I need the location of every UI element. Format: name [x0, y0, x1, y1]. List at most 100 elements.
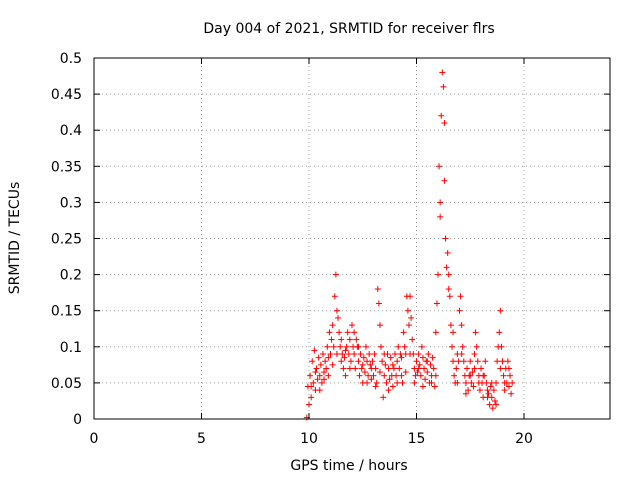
data-point — [317, 361, 324, 368]
data-point — [341, 354, 348, 361]
data-point — [469, 369, 476, 376]
data-point — [430, 365, 437, 372]
data-point — [370, 372, 377, 379]
data-point — [368, 376, 375, 383]
data-point — [431, 383, 438, 390]
data-point — [441, 177, 448, 184]
data-point — [380, 394, 387, 401]
data-point — [484, 387, 491, 394]
data-point — [488, 379, 495, 386]
y-tick-label: 0.2 — [60, 268, 82, 284]
data-point — [346, 365, 353, 372]
data-point — [309, 358, 316, 365]
data-point — [387, 354, 394, 361]
grid — [94, 58, 610, 419]
data-point — [437, 199, 444, 206]
data-point — [415, 351, 422, 358]
data-point — [313, 365, 320, 372]
data-point — [454, 379, 461, 386]
data-point — [428, 379, 435, 386]
data-point — [433, 300, 440, 307]
data-point — [316, 372, 323, 379]
data-point — [381, 372, 388, 379]
y-tick-label: 0.45 — [51, 87, 82, 103]
data-point — [394, 358, 401, 365]
data-point — [376, 322, 383, 329]
data-point — [504, 358, 511, 365]
data-point — [427, 361, 434, 368]
y-axis-label: SRMTID / TECUs — [7, 182, 23, 295]
data-point — [448, 343, 455, 350]
data-point — [386, 376, 393, 383]
data-point — [389, 361, 396, 368]
data-point — [472, 329, 479, 336]
data-point — [333, 351, 340, 358]
data-point — [344, 329, 351, 336]
data-point — [482, 358, 489, 365]
data-point — [476, 387, 483, 394]
data-point — [378, 343, 385, 350]
data-point — [457, 293, 464, 300]
y-tick-label: 0.1 — [60, 340, 82, 356]
data-point — [464, 365, 471, 372]
data-point — [379, 358, 386, 365]
data-point — [414, 369, 421, 376]
data-point — [366, 351, 373, 358]
data-point — [467, 372, 474, 379]
x-tick-label: 0 — [90, 431, 99, 447]
data-point — [432, 372, 439, 379]
data-point — [444, 249, 451, 256]
data-point — [351, 351, 358, 358]
data-point — [346, 336, 353, 343]
data-point — [389, 383, 396, 390]
data-point — [342, 347, 349, 354]
data-point — [397, 351, 404, 358]
data-point — [355, 358, 362, 365]
data-point — [371, 351, 378, 358]
data-point — [439, 69, 446, 76]
data-point — [362, 343, 369, 350]
data-point — [424, 369, 431, 376]
data-point — [340, 365, 347, 372]
data-point — [501, 379, 508, 386]
data-point — [368, 365, 375, 372]
data-point — [364, 379, 371, 386]
data-point — [345, 351, 352, 358]
data-point — [331, 293, 338, 300]
y-tick-label: 0.4 — [60, 123, 82, 139]
data-point — [347, 358, 354, 365]
chart-title: Day 004 of 2021, SRMTID for receiver flr… — [203, 21, 494, 37]
data-point — [486, 401, 493, 408]
data-point — [419, 354, 426, 361]
x-tick-label: 15 — [408, 431, 426, 447]
data-point — [367, 361, 374, 368]
data-point — [327, 351, 334, 358]
data-point — [308, 383, 315, 390]
data-point — [508, 390, 515, 397]
data-point — [458, 322, 465, 329]
data-point — [467, 358, 474, 365]
data-point — [307, 372, 314, 379]
data-point — [483, 379, 490, 386]
data-point — [465, 387, 472, 394]
data-point — [456, 307, 463, 314]
data-point — [497, 365, 504, 372]
data-point — [395, 343, 402, 350]
data-point — [501, 387, 508, 394]
y-tick-label: 0.5 — [60, 51, 82, 67]
data-point — [442, 235, 449, 242]
data-point — [306, 401, 312, 408]
data-point — [443, 264, 450, 271]
data-point — [335, 314, 342, 321]
data-point — [500, 372, 507, 379]
data-point — [484, 394, 491, 401]
data-point — [311, 347, 318, 354]
data-point — [325, 372, 332, 379]
data-point — [494, 358, 501, 365]
data-point — [337, 343, 344, 350]
data-point — [329, 361, 336, 368]
data-point — [308, 394, 315, 401]
data-point — [373, 379, 380, 386]
data-point — [376, 369, 383, 376]
